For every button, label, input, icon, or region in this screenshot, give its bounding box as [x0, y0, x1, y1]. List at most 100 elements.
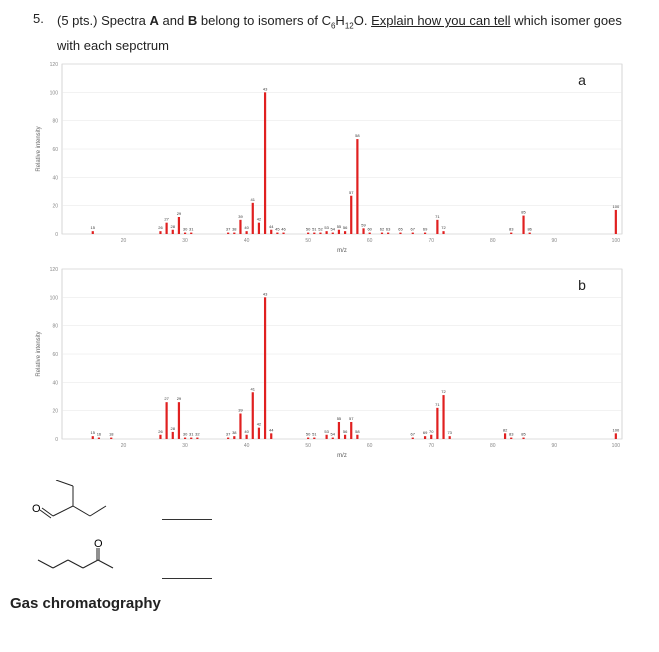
- peak-bar: [423, 232, 427, 234]
- peak-bar: [436, 407, 439, 439]
- x-tick-label: 30: [182, 238, 188, 244]
- x-tick-label: 100: [612, 443, 621, 449]
- peak-bar: [331, 232, 334, 234]
- spectrum-a-ref: A: [149, 13, 159, 28]
- peak-bar: [307, 232, 310, 234]
- question-fragment: Spectra: [101, 13, 146, 28]
- peak-bar: [423, 436, 427, 439]
- peak-bar: [227, 232, 230, 234]
- peak-bar: [510, 232, 513, 234]
- peak-bar: [159, 434, 162, 439]
- x-tick-label: 50: [305, 238, 311, 244]
- spectrum-a: 0 20 40 60 80 100 120 20 30 40 50 60 70 80 90 100 15 26 27…: [0, 60, 659, 265]
- peak-label: 41: [251, 386, 256, 391]
- svg-text:O: O: [94, 538, 103, 550]
- peak-label: 55: [337, 224, 342, 229]
- structure-ketone: O: [37, 538, 114, 569]
- peak-label: 30: [183, 227, 188, 232]
- peak-bar: [251, 392, 254, 439]
- peak-bar: [91, 436, 94, 439]
- peak-label: 52: [318, 227, 323, 232]
- y-tick-label: 20: [52, 204, 58, 210]
- peak-label: 15: [91, 225, 96, 230]
- peak-label: 42: [257, 422, 262, 427]
- peak-label: 67: [411, 432, 416, 437]
- peak-label: 18: [109, 432, 114, 437]
- y-tick-label: 60: [52, 352, 58, 358]
- peak-bar: [387, 232, 390, 234]
- answer-blank-1[interactable]: [162, 519, 212, 520]
- peak-label: 51: [312, 432, 317, 437]
- peak-bar: [159, 231, 162, 234]
- peak-bar: [368, 232, 371, 234]
- peak-label: 100: [613, 427, 620, 432]
- peak-label: 56: [343, 429, 348, 434]
- x-tick-label: 90: [552, 443, 558, 449]
- peak-label: 62: [380, 227, 385, 232]
- peak-bar: [245, 434, 248, 439]
- peak-bar: [177, 402, 181, 439]
- peak-label: 53: [324, 429, 329, 434]
- peak-label: 27: [164, 217, 169, 222]
- peak-bar: [503, 433, 507, 439]
- peak-label: 56: [343, 225, 348, 230]
- x-axis-title: m/z: [337, 453, 347, 459]
- peak-bar: [522, 437, 525, 439]
- peak-label: 40: [244, 429, 249, 434]
- peak-bar: [350, 195, 353, 234]
- peak-label: 38: [232, 430, 237, 435]
- peak-label: 43: [263, 86, 268, 91]
- peak-label: 60: [367, 227, 372, 232]
- peak-bar: [257, 222, 261, 234]
- peak-label: 41: [251, 197, 256, 202]
- peak-bar: [110, 437, 113, 439]
- peak-bar: [307, 437, 310, 439]
- peak-label: 72: [441, 389, 446, 394]
- peak-bar: [380, 232, 384, 234]
- peak-bar: [91, 231, 94, 234]
- y-tick-label: 80: [52, 324, 58, 330]
- x-tick-label: 20: [121, 443, 127, 449]
- y-tick-label: 120: [50, 62, 59, 68]
- peak-bar: [343, 434, 347, 439]
- peak-bar: [313, 437, 316, 439]
- spectrum-a-svg: 0 20 40 60 80 100 120 20 30 40 50 60 70 80 90 100 15 2627…: [36, 62, 623, 254]
- peak-bar: [97, 437, 101, 439]
- peak-label: 46: [281, 227, 286, 232]
- peak-bar: [263, 297, 267, 439]
- explain-underlined: Explain how you can tell: [371, 13, 511, 28]
- y-axis-title: Relative intensity: [36, 331, 42, 376]
- svg-text:O: O: [32, 503, 41, 515]
- peak-bar: [190, 437, 193, 439]
- peak-label: 70: [429, 429, 434, 434]
- peak-bar: [362, 228, 365, 234]
- peak-bar: [171, 431, 174, 439]
- answer-blank-2[interactable]: [162, 578, 212, 579]
- x-axis-title: m/z: [337, 248, 347, 254]
- peak-label: 28: [171, 426, 176, 431]
- peak-label: 44: [269, 427, 274, 432]
- peak-label: 58: [355, 429, 360, 434]
- x-tick-label: 70: [428, 443, 434, 449]
- question-fragment: belong to isomers of C: [200, 13, 331, 28]
- peak-bar: [196, 437, 199, 439]
- peak-label: 57: [349, 190, 354, 195]
- peak-label: 59: [361, 222, 366, 227]
- spectrum-letter: a: [578, 72, 586, 88]
- peak-bar: [177, 217, 181, 234]
- peak-bar: [313, 232, 316, 234]
- peak-bar: [239, 219, 242, 234]
- peak-label: 30: [183, 432, 188, 437]
- peak-bar: [276, 232, 279, 234]
- peak-label: 53: [324, 225, 329, 230]
- peak-bar: [190, 232, 193, 234]
- peak-label: 54: [331, 227, 336, 232]
- x-tick-label: 40: [244, 443, 250, 449]
- peak-label: 55: [337, 416, 342, 421]
- peak-label: 50: [306, 227, 311, 232]
- question-points: (5 pts.): [57, 13, 98, 28]
- x-tick-label: 80: [490, 238, 496, 244]
- peak-bar: [411, 437, 414, 439]
- peak-bar: [233, 436, 236, 439]
- peak-bar: [227, 437, 230, 439]
